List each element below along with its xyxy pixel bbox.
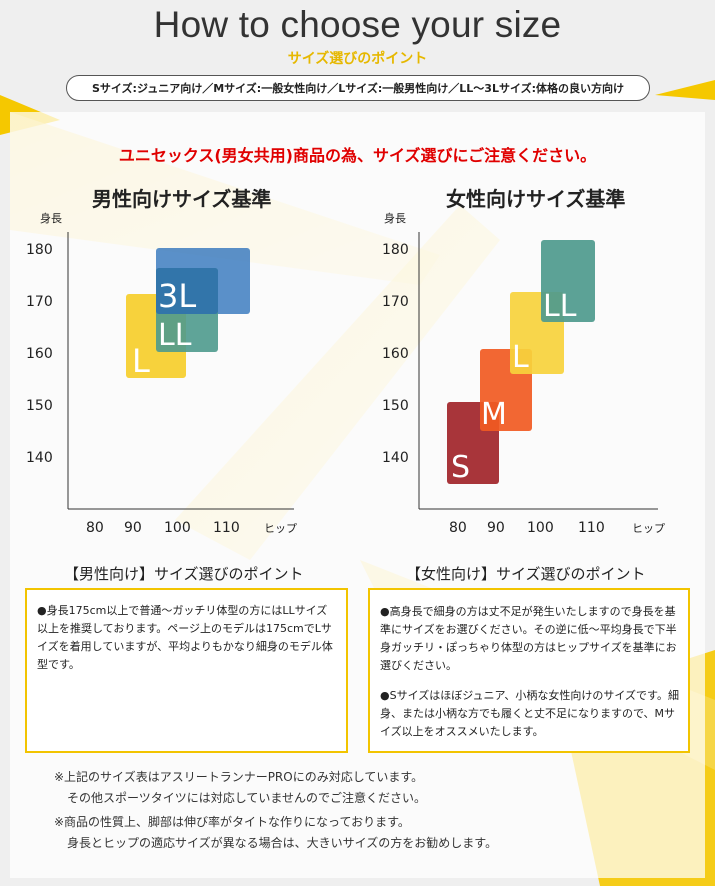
men-size-3L-label: 3L xyxy=(158,277,196,315)
footnote-compatibility: ※上記のサイズ表はアスリートランナーPROにのみ対応しています。 その他スポーツ… xyxy=(54,767,514,809)
women-y-axis-label: 身長 xyxy=(384,211,406,225)
women-x-tick: 110 xyxy=(578,520,605,536)
women-y-tick: 160 xyxy=(382,346,409,362)
footnote-fit: ※商品の性質上、脚部は伸び率がタイトな作りになっております。 身長とヒップの適応… xyxy=(54,812,574,854)
women-size-M-label: M xyxy=(481,397,507,432)
women-y-tick: 170 xyxy=(382,294,409,310)
women-points-text: ●高身長で細身の方は丈不足が発生いたしますので身長を基準にサイズをお選びください… xyxy=(380,605,677,672)
footnote-line: その他スポーツタイツには対応していませんのでご注意ください。 xyxy=(67,791,427,805)
men-size-chart: 身長 180 170 160 150 140 80 90 100 110 ヒップ… xyxy=(26,211,297,536)
women-x-axis-label: ヒップ xyxy=(632,522,665,535)
men-y-tick: 150 xyxy=(26,398,53,414)
unisex-warning: ユニセックス(男女共用)商品の為、サイズ選びにご注意ください。 xyxy=(118,146,597,165)
women-points-title: 【女性向け】サイズ選びのポイント xyxy=(406,565,646,583)
women-x-tick: 90 xyxy=(487,520,505,536)
women-size-LL-label: LL xyxy=(543,289,577,324)
footnote-line: 身長とヒップの適応サイズが異なる場合は、大きいサイズの方をお勧めします。 xyxy=(67,836,498,850)
size-charts: 身長 180 170 160 150 140 80 90 100 110 ヒップ… xyxy=(26,211,665,536)
men-points-text: ●身長175cm以上で普通～ガッチリ体型の方にはLLサイズ以上を推奨しております… xyxy=(37,604,333,671)
women-chart-title: 女性向けサイズ基準 xyxy=(446,187,626,211)
women-x-tick: 80 xyxy=(449,520,467,536)
men-y-axis-label: 身長 xyxy=(40,211,62,225)
women-size-LL-block xyxy=(541,240,595,322)
footnote-line: ※商品の性質上、脚部は伸び率がタイトな作りになっております。 xyxy=(54,815,410,829)
men-chart-title: 男性向けサイズ基準 xyxy=(92,187,272,211)
women-y-tick: 180 xyxy=(382,242,409,258)
women-points-text: ●Sサイズはほぼジュニア、小柄な女性向けのサイズです。細身、または小柄な方でも履… xyxy=(380,689,679,738)
women-y-tick: 150 xyxy=(382,398,409,414)
men-y-tick: 180 xyxy=(26,242,53,258)
women-points-box: ●高身長で細身の方は丈不足が発生いたしますので身長を基準にサイズをお選びください… xyxy=(368,588,690,753)
men-x-tick: 110 xyxy=(213,520,240,536)
men-x-tick: 100 xyxy=(164,520,191,536)
men-x-axis-label: ヒップ xyxy=(264,522,297,535)
men-x-tick: 80 xyxy=(86,520,104,536)
women-size-S-label: S xyxy=(451,450,470,485)
men-points-title: 【男性向け】サイズ選びのポイント xyxy=(64,565,304,583)
size-legend: Sサイズ:ジュニア向け／Mサイズ:一般女性向け／Lサイズ:一般男性向け／LL～3… xyxy=(66,75,650,101)
women-size-L-label: L xyxy=(512,340,529,375)
men-points-box: ●身長175cm以上で普通～ガッチリ体型の方にはLLサイズ以上を推奨しております… xyxy=(25,588,348,753)
men-y-tick: 160 xyxy=(26,346,53,362)
men-size-overlap xyxy=(156,268,218,314)
page-subtitle: サイズ選びのポイント xyxy=(287,51,428,67)
men-size-L-label: L xyxy=(132,342,150,380)
women-size-LL: LL xyxy=(541,240,595,324)
women-y-tick: 140 xyxy=(382,450,409,466)
men-y-tick: 170 xyxy=(26,294,53,310)
men-size-LL-label: LL xyxy=(158,318,192,353)
women-x-tick: 100 xyxy=(527,520,554,536)
footnote-line: ※上記のサイズ表はアスリートランナーPROにのみ対応しています。 xyxy=(54,770,424,784)
men-y-tick: 140 xyxy=(26,450,53,466)
men-x-tick: 90 xyxy=(124,520,142,536)
women-size-chart: 身長 180 170 160 150 140 80 90 100 110 ヒップ… xyxy=(382,211,665,536)
page-title: How to choose your size xyxy=(153,4,562,45)
